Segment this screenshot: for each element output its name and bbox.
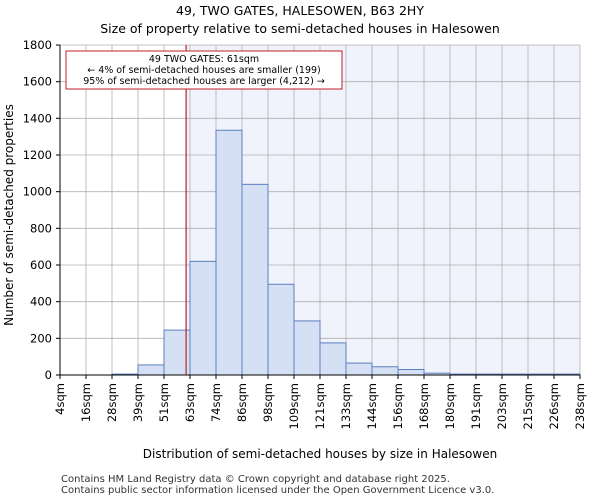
bar <box>241 183 269 376</box>
bar <box>137 364 165 376</box>
annotation-text: 49 TWO GATES: 61sqm <box>149 54 259 65</box>
histogram-chart: 0 200 400 600 800 1000 1200 1400 1600 1800 4sqm 16s… <box>2 38 587 461</box>
x-tick-label: 156sqm <box>391 383 405 429</box>
x-tick-label: 16sqm <box>79 383 93 422</box>
chart-subtitle: Size of property relative to semi-detach… <box>100 21 500 36</box>
x-tick-label: 86sqm <box>235 383 249 422</box>
x-tick-label: 74sqm <box>209 383 223 422</box>
x-tick-label: 133sqm <box>339 383 353 429</box>
y-tick-label: 0 <box>45 368 52 382</box>
x-tick-label: 121sqm <box>313 383 327 429</box>
footer-copyright: Contains HM Land Registry data © Crown c… <box>61 474 450 485</box>
annotation-text: ← 4% of semi-detached houses are smaller… <box>87 65 321 76</box>
y-tick-label: 400 <box>30 295 52 309</box>
bar <box>189 260 217 376</box>
x-tick-label: 39sqm <box>131 383 145 422</box>
x-tick-label: 98sqm <box>261 383 275 422</box>
bar <box>319 342 347 376</box>
x-tick-label: 180sqm <box>443 383 457 429</box>
footer-licence: Contains public sector information licen… <box>61 485 495 496</box>
x-axis-title: Distribution of semi-detached houses by … <box>143 447 497 461</box>
chart-title: 49, TWO GATES, HALESOWEN, B63 2HY <box>176 3 424 18</box>
x-tick-label: 168sqm <box>417 383 431 429</box>
bar <box>371 366 399 376</box>
x-tick-label: 238sqm <box>573 383 587 429</box>
y-tick-label: 600 <box>30 258 52 272</box>
y-tick-label: 1800 <box>23 38 52 52</box>
x-tick-label: 226sqm <box>547 383 561 429</box>
bar <box>267 283 295 376</box>
y-tick-label: 1600 <box>23 75 52 89</box>
y-tick-label: 1000 <box>23 185 52 199</box>
x-tick-label: 4sqm <box>53 383 67 415</box>
y-axis-title: Number of semi-detached properties <box>2 104 16 326</box>
x-tick-label: 28sqm <box>105 383 119 422</box>
bar <box>345 362 373 376</box>
bar <box>293 320 321 376</box>
x-tick-label: 191sqm <box>469 383 483 429</box>
x-tick-label: 144sqm <box>365 383 379 429</box>
x-tick-label: 215sqm <box>521 383 535 429</box>
x-tick-label: 203sqm <box>495 383 509 429</box>
y-tick-label: 1200 <box>23 148 52 162</box>
bar <box>397 369 425 376</box>
y-tick-label: 1400 <box>23 111 52 125</box>
y-tick-label: 800 <box>30 221 52 235</box>
annotation-box <box>65 50 343 90</box>
annotation-text: 95% of semi-detached houses are larger (… <box>83 76 325 87</box>
y-tick-label: 200 <box>30 331 52 345</box>
x-tick-label: 51sqm <box>157 383 171 422</box>
bar <box>215 129 243 376</box>
x-tick-label: 109sqm <box>287 383 301 429</box>
x-tick-label: 63sqm <box>183 383 197 422</box>
